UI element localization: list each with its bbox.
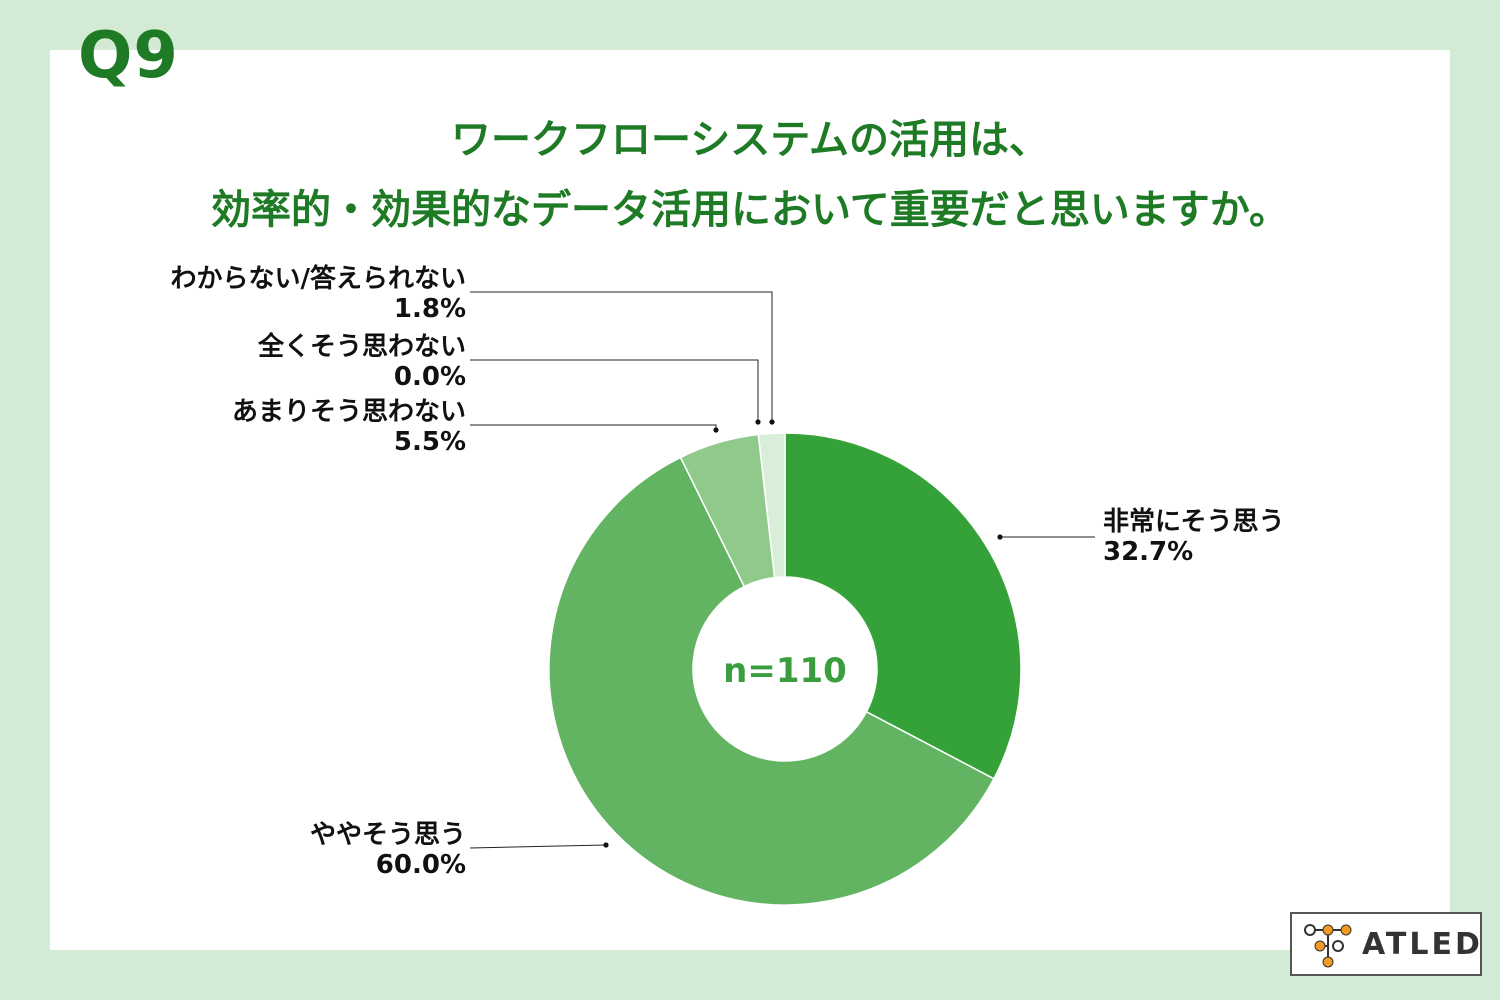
slice-value-label-0: 32.7% (1103, 537, 1193, 567)
leader-line-1 (469, 844, 607, 849)
chart-title-line-2: 効率的・効果的なデータ活用において重要だと思いますか。 (211, 187, 1289, 233)
center-sample-size-label: n=110 (723, 651, 847, 691)
slice-1 (548, 456, 995, 906)
slice-value-label-4: 1.8% (394, 294, 466, 324)
slice-value-label-3: 0.0% (394, 362, 466, 392)
slice-value-label-1: 60.0% (376, 850, 466, 880)
logo-mark-icon (1304, 924, 1352, 968)
leader-dot-3 (755, 419, 761, 425)
logo-text: ATLED (1362, 927, 1483, 962)
atled-logo: ATLED (1290, 912, 1482, 976)
chart-title-line-1: ワークフローシステムの活用は、 (451, 117, 1049, 163)
slice-0 (784, 432, 1022, 780)
leader-line-4 (470, 291, 773, 422)
leader-dot-0 (997, 534, 1003, 540)
slice-label-4: わからない/答えられない (171, 263, 467, 294)
leader-dot-4 (769, 419, 775, 425)
slice-label-3: 全くそう思わない (257, 331, 466, 362)
slice-label-1: ややそう思う (310, 820, 466, 850)
question-number: Q9 (78, 19, 179, 93)
leader-dot-2 (713, 427, 719, 433)
slice-label-0: 非常にそう思う (1103, 507, 1284, 537)
leader-dot-1 (603, 842, 609, 848)
leader-line-3 (470, 359, 759, 422)
slice-4 (757, 432, 786, 579)
slice-label-2: あまりそう思わない (232, 397, 466, 427)
slice-value-label-2: 5.5% (394, 427, 466, 457)
leader-line-2 (470, 424, 717, 430)
